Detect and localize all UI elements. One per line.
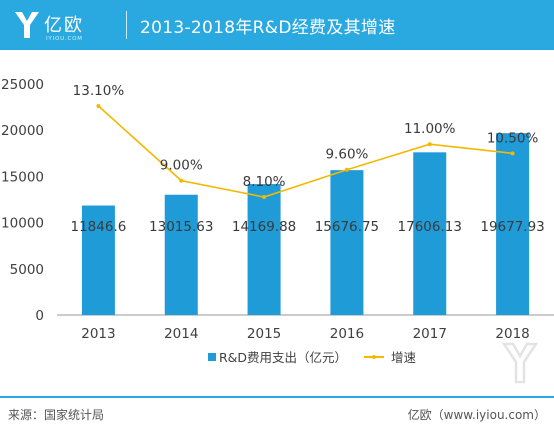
legend-bar-label: R&D费用支出（亿元） xyxy=(219,350,347,365)
line-labels: 13.10% 9.00% 8.10% 9.60% 11.00% 10.50% xyxy=(73,83,539,190)
bar-data-label: 14169.88 xyxy=(232,219,296,235)
bar-data-label: 13015.63 xyxy=(149,219,213,235)
footer-divider xyxy=(0,396,554,398)
line-data-label: 11.00% xyxy=(404,121,456,137)
watermark-logo-icon xyxy=(501,342,539,384)
line-data-label: 10.50% xyxy=(487,130,539,146)
bar-data-label: 17606.13 xyxy=(398,219,462,235)
x-tick-label: 2016 xyxy=(330,326,364,342)
y-tick-label: 0 xyxy=(35,308,44,324)
line-point xyxy=(179,178,184,183)
header-divider xyxy=(126,11,127,39)
y-tick-label: 20000 xyxy=(1,123,44,139)
line-data-label: 9.00% xyxy=(160,158,203,174)
bar-data-label: 11846.6 xyxy=(71,219,127,235)
y-axis: 0 5000 10000 15000 20000 25000 xyxy=(1,77,44,324)
line-data-label: 8.10% xyxy=(243,174,286,190)
site-credit: 亿欧（www.iyiou.com） xyxy=(407,408,546,422)
x-tick-label: 2018 xyxy=(495,326,529,342)
page-title: 2013-2018年R&D经费及其增速 xyxy=(140,18,396,38)
legend-line-label: 增速 xyxy=(391,350,417,365)
line-data-label: 13.10% xyxy=(73,83,125,99)
legend-bar-swatch xyxy=(208,353,216,361)
line-point xyxy=(262,195,267,199)
logo-domain: IYIOU.COM xyxy=(46,36,83,42)
bar xyxy=(330,170,364,315)
header-bar: 亿欧 IYIOU.COM 2013-2018年R&D经费及其增速 xyxy=(0,0,554,50)
x-tick-label: 2013 xyxy=(81,326,115,342)
bar-data-label: 15676.75 xyxy=(315,219,379,235)
x-axis: 2013 2014 2015 2016 2017 2018 xyxy=(57,314,554,342)
growth-line-path xyxy=(97,105,513,198)
bar-labels: 11846.6 13015.63 14169.88 15676.75 17606.13 1… xyxy=(71,219,545,235)
x-tick-label: 2015 xyxy=(247,326,281,342)
bar xyxy=(247,184,281,315)
line-point xyxy=(427,142,432,147)
y-tick-label: 15000 xyxy=(1,169,44,185)
y-tick-label: 25000 xyxy=(1,77,44,93)
x-tick-label: 2014 xyxy=(164,326,198,342)
x-tick-label: 2017 xyxy=(413,326,447,342)
logo-text: 亿欧 xyxy=(44,15,84,36)
line-point xyxy=(96,104,101,108)
legend-line-marker xyxy=(372,355,376,359)
bar-data-label: 19677.93 xyxy=(480,219,544,235)
line-series xyxy=(96,104,515,199)
y-tick-label: 10000 xyxy=(1,216,44,232)
line-point xyxy=(344,167,349,172)
yiou-logo-icon xyxy=(15,12,39,38)
source-note: 来源：国家统计局 xyxy=(8,408,105,422)
legend: R&D费用支出（亿元） 增速 xyxy=(208,350,417,365)
line-point xyxy=(510,151,515,156)
y-tick-label: 5000 xyxy=(10,262,44,278)
line-data-label: 9.60% xyxy=(325,147,368,163)
bar xyxy=(413,152,447,315)
bar xyxy=(496,133,530,315)
bar-series xyxy=(81,133,530,315)
bar xyxy=(164,194,198,315)
bar xyxy=(81,205,115,315)
